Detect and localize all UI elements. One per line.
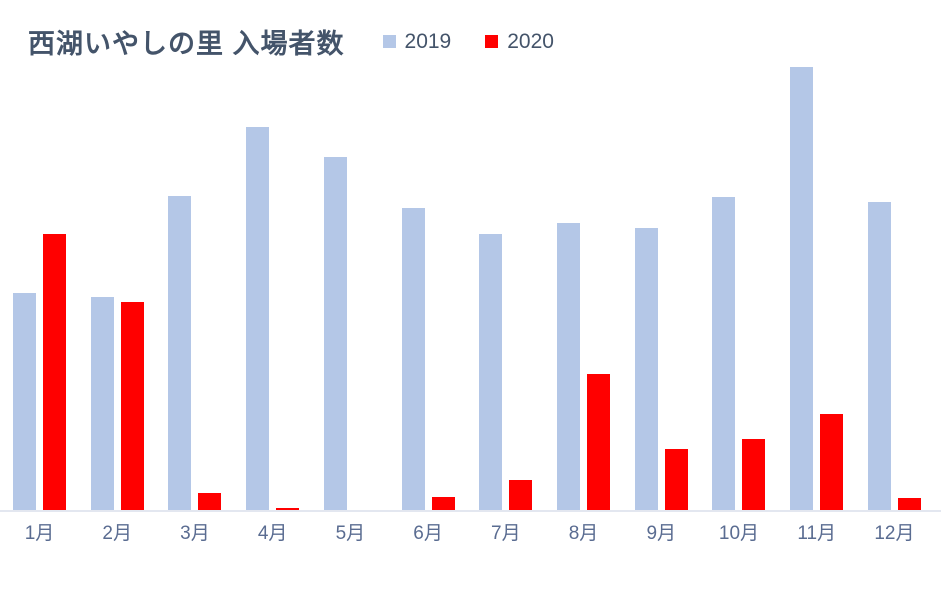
bar-2019-10月: [712, 197, 736, 511]
bar-2020-9月: [664, 449, 688, 511]
bar-2020-12月: [897, 498, 921, 511]
bar-2020-7月: [509, 480, 533, 511]
bar-2020-10月: [742, 439, 766, 511]
legend-swatch-2020-icon: [485, 35, 499, 48]
bar-2020-2月: [120, 302, 144, 511]
bar-2020-1月: [43, 234, 66, 511]
legend: 2019 2020: [382, 30, 554, 53]
bar-group-5月: 5月: [323, 61, 377, 543]
x-axis-label-2月: 2月: [102, 523, 133, 544]
bar-group-3月: 3月: [168, 61, 222, 543]
bar-2019-5月: [323, 157, 347, 511]
bar-group-9月: 9月: [634, 61, 688, 543]
bar-2019-9月: [634, 228, 658, 511]
bar-2020-8月: [587, 374, 611, 511]
bar-group-7月: 7月: [479, 61, 533, 543]
legend-item-2019: 2019: [382, 30, 452, 53]
legend-swatch-2019-icon: [382, 35, 396, 48]
bar-2019-12月: [867, 202, 891, 511]
bar-2020-3月: [198, 493, 222, 511]
bar-2019-1月: [13, 293, 36, 511]
bar-group-1月: 1月: [13, 61, 66, 543]
legend-label-2019: 2019: [404, 30, 452, 53]
bar-group-2月: 2月: [90, 61, 144, 543]
plot-area: 1月 2月 3月 4月 5月 6月 7月 8月 9月 10月 11月 12月: [13, 61, 921, 543]
x-axis-label-9月: 9月: [646, 523, 677, 544]
chart-header: 西湖いやしの里 入場者数 2019 2020: [28, 22, 554, 61]
bar-group-12月: 12月: [867, 61, 921, 543]
x-axis-label-7月: 7月: [491, 523, 521, 544]
bar-2019-6月: [401, 208, 425, 511]
legend-label-2020: 2020: [507, 30, 554, 53]
x-axis-label-4月: 4月: [257, 523, 288, 544]
x-axis-label-6月: 6月: [413, 523, 443, 544]
bar-2019-7月: [479, 234, 503, 511]
x-axis-label-12月: 12月: [874, 523, 915, 544]
bar-group-8月: 8月: [557, 61, 611, 543]
bar-group-11月: 11月: [790, 61, 844, 543]
x-axis-line: [0, 510, 941, 512]
bar-2019-2月: [90, 297, 114, 511]
x-axis-label-8月: 8月: [568, 523, 599, 544]
x-axis-label-10月: 10月: [718, 523, 760, 544]
bar-2019-3月: [168, 196, 192, 511]
bar-2019-4月: [246, 127, 270, 511]
x-axis-label-11月: 11月: [797, 523, 837, 544]
bar-2019-8月: [557, 223, 581, 511]
bar-2020-11月: [820, 414, 844, 511]
bar-group-10月: 10月: [712, 61, 766, 543]
legend-item-2020: 2020: [485, 31, 554, 52]
bar-group-6月: 6月: [401, 61, 455, 543]
x-axis-label-1月: 1月: [24, 523, 55, 544]
bar-2020-6月: [431, 497, 455, 511]
chart-title: 西湖いやしの里 入場者数: [28, 29, 345, 59]
x-axis-label-5月: 5月: [335, 523, 366, 544]
bar-group-4月: 4月: [246, 61, 300, 543]
bar-2019-11月: [790, 67, 814, 511]
bar-2020-4月: [276, 508, 300, 511]
x-axis-label-3月: 3月: [180, 523, 210, 544]
